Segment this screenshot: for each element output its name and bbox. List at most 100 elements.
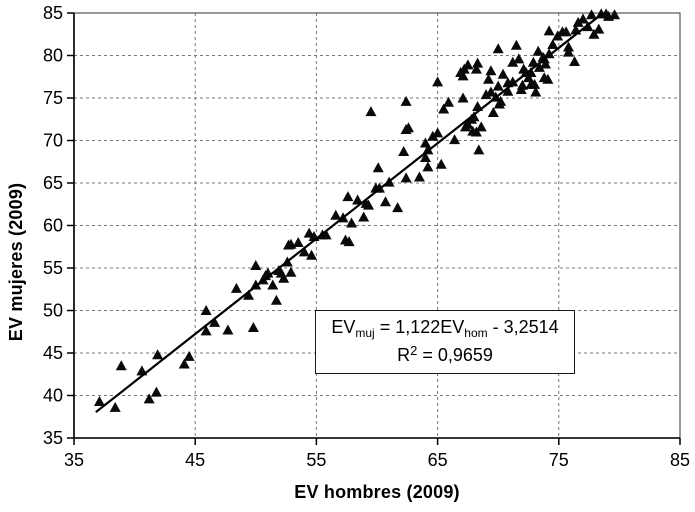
data-point-triangle	[306, 249, 318, 260]
data-point-triangle	[109, 401, 121, 412]
equation-text: - 3,2514	[487, 317, 559, 337]
data-point-triangle	[419, 152, 431, 162]
y-axis-title: EV mujeres (2009)	[6, 182, 26, 342]
data-point-triangle	[562, 41, 574, 52]
y-tick-label: 45	[43, 343, 63, 363]
data-point-triangle	[507, 76, 519, 87]
data-point-triangle	[183, 350, 195, 361]
x-tick-label: 35	[64, 450, 84, 470]
data-point-triangle	[435, 158, 447, 169]
y-tick-label: 35	[43, 428, 63, 448]
data-point-triangle	[270, 294, 282, 305]
data-point-triangle	[462, 118, 474, 129]
y-tick-label: 60	[43, 216, 63, 236]
data-point-triangle	[485, 86, 497, 97]
data-point-triangle	[400, 95, 412, 106]
data-point-triangle	[533, 61, 545, 72]
data-point-triangle	[495, 95, 507, 106]
data-point-triangle	[398, 146, 410, 157]
data-point-triangle	[365, 106, 377, 117]
data-point-triangle	[492, 80, 504, 91]
data-point-triangle	[343, 236, 355, 247]
data-point-triangle	[152, 349, 164, 360]
data-point-triangle	[516, 79, 528, 90]
data-point-triangle	[527, 56, 539, 67]
data-point-triangle	[532, 45, 544, 56]
data-point-triangle	[462, 59, 474, 70]
data-point-triangle	[539, 58, 551, 69]
x-tick-label: 65	[428, 450, 448, 470]
data-point-triangle	[438, 103, 450, 114]
data-point-triangle	[200, 305, 212, 315]
r-squared-value: R2 = 0,9659	[397, 342, 493, 370]
data-point-triangle	[247, 322, 259, 332]
data-point-triangle	[400, 172, 412, 183]
data-point-triangle	[413, 171, 425, 182]
data-point-triangle	[507, 56, 519, 67]
data-point-triangle	[432, 127, 444, 138]
x-tick-label: 45	[185, 450, 205, 470]
data-point-triangle	[363, 199, 375, 210]
data-point-triangle	[209, 316, 221, 327]
equation-superscript: 2	[410, 343, 418, 358]
data-point-triangle	[586, 9, 598, 20]
regression-equation: EVmuj = 1,122EVhom - 3,2514	[331, 314, 558, 342]
equation-text: EV	[331, 317, 356, 337]
data-point-triangle	[243, 289, 255, 300]
data-point-triangle	[525, 67, 537, 77]
data-point-triangle	[292, 237, 304, 247]
data-point-triangle	[569, 55, 581, 66]
data-point-triangle	[278, 272, 290, 283]
data-point-triangle	[443, 96, 455, 107]
data-point-triangle	[457, 70, 469, 81]
y-tick-label: 75	[43, 88, 63, 108]
data-point-triangle	[346, 217, 358, 228]
data-point-triangle	[470, 126, 482, 137]
equation-text: = 0,9659	[417, 345, 493, 365]
data-point-triangle	[492, 43, 504, 54]
data-point-triangle	[320, 229, 332, 240]
data-point-triangle	[473, 144, 485, 155]
data-point-triangle	[487, 106, 499, 117]
data-point-triangle	[480, 89, 492, 100]
equation-subscript: muj	[355, 326, 375, 340]
data-point-triangle	[427, 130, 439, 141]
equation-text: = 1,122EV	[374, 317, 465, 337]
data-point-triangle	[560, 26, 572, 37]
data-point-triangle	[352, 194, 364, 205]
y-tick-label: 85	[43, 3, 63, 23]
data-point-triangle	[150, 386, 162, 397]
data-point-triangle	[285, 266, 297, 277]
data-point-triangle	[529, 78, 541, 89]
data-point-triangle	[562, 46, 574, 57]
data-point-triangle	[200, 325, 212, 336]
trend-line	[95, 12, 604, 414]
data-point-triangle	[432, 76, 444, 87]
regression-equation-box: EVmuj = 1,122EVhom - 3,2514 R2 = 0,9659	[315, 310, 575, 374]
data-point-triangle	[230, 282, 242, 293]
data-point-triangle	[93, 395, 105, 406]
data-point-triangle	[510, 39, 522, 50]
data-point-triangle	[470, 63, 482, 74]
data-point-triangle	[115, 360, 127, 371]
y-tick-label: 50	[43, 301, 63, 321]
data-point-triangle	[513, 53, 525, 64]
data-point-triangle	[572, 16, 584, 27]
data-point-triangle	[543, 48, 555, 59]
data-point-triangle	[475, 121, 487, 132]
data-point-triangle	[542, 73, 554, 84]
equation-subscript: hom	[464, 326, 488, 340]
data-point-triangle	[588, 28, 600, 39]
data-point-triangle	[577, 13, 589, 24]
data-point-triangle	[330, 209, 342, 220]
data-point-triangle	[530, 86, 542, 97]
data-point-triangle	[609, 9, 621, 20]
y-tick-label: 55	[43, 258, 63, 278]
data-point-triangle	[342, 191, 354, 202]
data-point-triangle	[403, 122, 415, 133]
y-tick-label: 40	[43, 386, 63, 406]
data-point-triangle	[379, 196, 391, 207]
data-point-triangle	[449, 134, 461, 145]
data-point-triangle	[502, 85, 514, 96]
